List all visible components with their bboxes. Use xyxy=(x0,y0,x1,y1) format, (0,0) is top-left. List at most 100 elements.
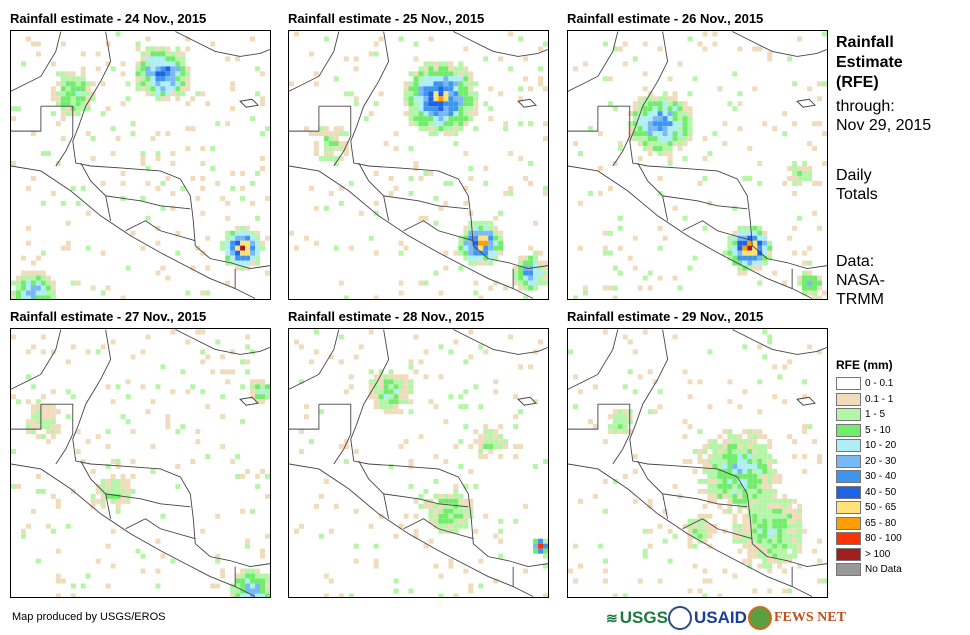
rainfall-cell xyxy=(727,459,733,464)
rainfall-cell xyxy=(707,513,713,519)
rainfall-cell xyxy=(40,275,46,281)
rainfall-cell xyxy=(260,131,266,137)
rainfall-cell xyxy=(245,593,251,597)
rainfall-cell xyxy=(30,280,36,286)
rainfall-cell xyxy=(90,493,96,499)
rainfall-cell xyxy=(513,280,519,286)
rainfall-cell xyxy=(245,240,251,246)
rainfall-cell xyxy=(368,51,374,57)
rainfall-cell xyxy=(742,518,748,524)
rainfall-cell xyxy=(572,374,578,380)
rainfall-cell xyxy=(220,369,226,375)
rainfall-cell xyxy=(30,175,36,181)
rainfall-cells xyxy=(568,329,827,597)
rainfall-cell xyxy=(772,126,778,132)
rainfall-cell xyxy=(200,210,206,216)
rainfall-cell xyxy=(682,141,688,147)
rainfall-cell xyxy=(667,101,673,107)
rainfall-cell xyxy=(338,156,344,162)
rainfall-cell xyxy=(165,419,171,425)
rainfall-cell xyxy=(727,483,733,489)
rainfall-cell xyxy=(265,583,270,589)
rainfall-cell xyxy=(747,245,753,251)
rainfall-cell xyxy=(35,404,41,410)
rainfall-cell xyxy=(518,156,524,162)
rainfall-cell xyxy=(230,106,236,112)
rainfall-cell xyxy=(165,424,171,430)
rainfall-cell xyxy=(383,394,389,400)
rainfall-cell xyxy=(747,503,753,509)
rainfall-cell xyxy=(338,126,344,132)
rainfall-cell xyxy=(757,260,763,266)
rainfall-cell xyxy=(60,81,66,87)
rainfall-cell xyxy=(478,220,484,226)
rainfall-cell xyxy=(155,61,161,67)
rainfall-cell xyxy=(70,583,76,589)
rainfall-cell xyxy=(762,255,768,261)
rainfall-cell xyxy=(383,374,389,380)
rainfall-cell xyxy=(323,36,329,42)
legend-item: 40 - 50 xyxy=(836,485,896,499)
jamaica-coast xyxy=(239,98,259,108)
rainfall-cell xyxy=(473,240,479,246)
rainfall-cell xyxy=(453,141,459,147)
rainfall-cell xyxy=(577,498,583,504)
rainfall-cell xyxy=(323,126,329,132)
rainfall-cell xyxy=(438,76,444,82)
rainfall-cell xyxy=(762,498,768,504)
rainfall-cell xyxy=(518,36,524,42)
rainfall-cell xyxy=(657,389,663,395)
rainfall-cell xyxy=(95,558,101,564)
rainfall-cell xyxy=(622,61,628,67)
rainfall-cell xyxy=(25,290,31,296)
rainfall-cell xyxy=(250,255,256,261)
rainfall-cell xyxy=(602,558,608,564)
rainfall-cell xyxy=(767,56,773,62)
rainfall-cell xyxy=(543,265,548,271)
rainfall-cell xyxy=(792,528,798,534)
legend-item: 20 - 30 xyxy=(836,454,896,468)
rainfall-cell xyxy=(483,240,489,246)
rainfall-cell xyxy=(458,101,464,107)
rainfall-cell xyxy=(85,439,91,445)
rainfall-cell xyxy=(298,344,304,350)
rainfall-cell xyxy=(702,225,708,231)
rainfall-cell xyxy=(727,498,733,504)
rainfall-cell xyxy=(782,493,788,499)
legend-swatch xyxy=(836,563,861,576)
rainfall-cell xyxy=(697,478,703,484)
legend-item: 80 - 100 xyxy=(836,532,902,545)
rainfall-cell xyxy=(707,498,713,504)
rainfall-cell xyxy=(682,116,688,122)
rainfall-cell xyxy=(160,265,166,271)
rainfall-cell xyxy=(140,161,146,166)
rainfall-cell xyxy=(707,444,713,450)
rainfall-cell xyxy=(478,295,484,299)
panel-title: Rainfall estimate - 26 Nov., 2015 xyxy=(567,11,764,26)
rainfall-cell xyxy=(533,463,539,469)
rainfall-cell xyxy=(483,250,489,256)
rainfall-cell xyxy=(812,280,818,286)
rainfall-cell xyxy=(622,473,628,479)
rainfall-cell xyxy=(463,225,469,231)
rainfall-cell xyxy=(433,66,439,72)
rainfall-cell xyxy=(727,449,733,455)
rainfall-cell xyxy=(458,235,464,241)
rainfall-cell xyxy=(25,275,31,281)
rainfall-cell xyxy=(767,568,773,574)
rainfall-cell xyxy=(115,463,121,469)
rainfall-cell xyxy=(657,275,663,281)
rainfall-cell xyxy=(175,483,181,489)
rainfall-cell xyxy=(712,478,718,484)
rainfall-cell xyxy=(140,245,146,251)
rainfall-cell xyxy=(473,280,479,286)
rainfall-cell xyxy=(145,66,151,72)
rainfall-cell xyxy=(742,265,748,271)
rainfall-cell xyxy=(602,478,608,484)
side-title: Estimate xyxy=(836,54,903,71)
rainfall-cell xyxy=(747,146,753,152)
rainfall-cell xyxy=(612,414,618,420)
rainfall-cell xyxy=(265,573,270,579)
rainfall-cell xyxy=(533,265,539,271)
rainfall-cell xyxy=(687,126,693,132)
